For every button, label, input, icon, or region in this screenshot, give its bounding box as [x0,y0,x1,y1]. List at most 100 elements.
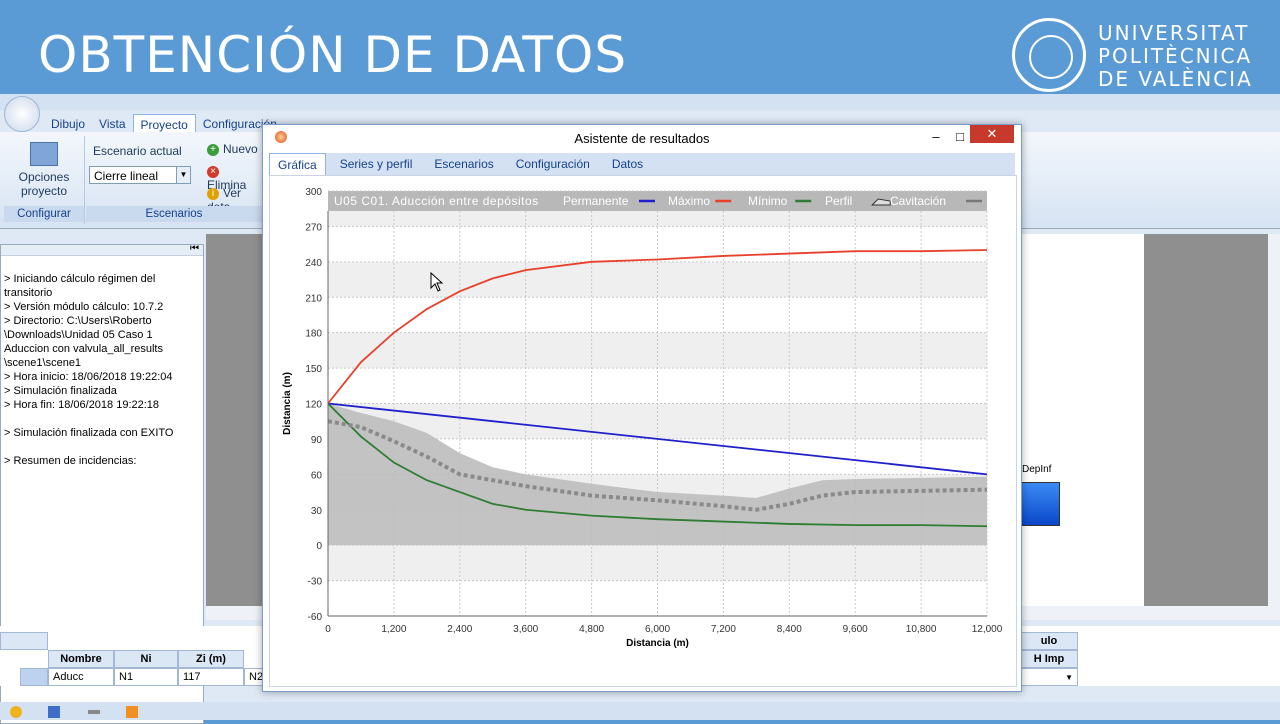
series-cavitacion [327,419,988,512]
valve-icon[interactable] [126,706,138,718]
table-header-h-imp: H Imp [1020,650,1078,668]
app-menu-orb[interactable] [4,96,40,132]
row-selector[interactable] [20,668,48,686]
group-label-escenarios: Escenarios [86,206,262,222]
tab-series-perfil[interactable]: Series y perfil [339,157,413,171]
y-tick-label: 150 [305,364,322,375]
series-minimo [327,402,988,528]
tab-grafica[interactable]: Gráfica [269,153,326,175]
y-axis-label: Distancia (m) [282,372,293,435]
chart-area: U05 C01. Aducción entre depósitos Permane… [269,175,1017,687]
university-line-3: DE VALÈNCIA [1098,67,1253,91]
x-tick-label: 1,200 [381,624,406,635]
legend-label: Máximo [668,194,710,208]
y-tick-label: 210 [305,293,322,304]
y-tick-label: 270 [305,222,322,233]
table-cell[interactable]: N2 [244,668,264,686]
x-tick-label: 8,400 [777,624,802,635]
y-tick-label: 30 [311,506,323,517]
close-icon[interactable]: ✕ [970,125,1014,143]
tab-datos[interactable]: Datos [611,157,644,171]
legend-label: Permanente [563,194,629,208]
plot-band [328,368,987,404]
x-tick-label: 10,800 [906,624,937,635]
dialog-title: Asistente de resultados [574,131,710,146]
tab-configuracion[interactable]: Configuración [515,157,590,171]
collapse-panel-icon[interactable]: ⏮ [190,243,199,254]
results-dialog: Asistente de resultados – □ ✕ Gráfica Se… [262,124,1022,692]
y-tick-label: 0 [316,541,322,552]
dialog-title-bar: Asistente de resultados – □ ✕ [263,125,1021,151]
plus-icon: + [207,143,219,156]
canvas-right [1144,234,1268,606]
nuevo-button[interactable]: + Nuevo [207,142,258,156]
tab-proyecto[interactable]: Proyecto [132,114,196,135]
university-line-2: POLITÈCNICA [1098,44,1253,68]
nuevo-label: Nuevo [223,142,258,156]
legend-label: Cavitación [890,194,946,208]
results-chart: U05 C01. Aducción entre depósitos Permane… [282,187,1003,649]
plot-band [328,332,987,369]
chevron-down-icon[interactable]: ▼ [176,167,190,183]
university-seal-icon [1012,18,1086,92]
tab-vista[interactable]: Vista [99,117,126,131]
minimize-icon[interactable]: – [932,129,940,144]
group-label-configurar: Configurar [4,206,84,222]
info-icon: i [207,187,219,200]
y-tick-label: -60 [308,612,323,623]
y-tick-label: 300 [305,187,322,198]
dialog-tabs: Gráfica Series y perfil Escenarios Confi… [269,153,1015,175]
canvas-white [1020,234,1144,606]
escenario-select[interactable]: Cierre lineal ▼ [89,166,191,184]
chart-header [328,191,987,211]
x-tick-label: 4,800 [579,624,604,635]
status-bar [0,702,1280,720]
chevron-down-icon[interactable]: ▼ [1020,668,1078,686]
x-tick-label: 6,000 [645,624,670,635]
vertical-scrollbar[interactable] [1268,234,1280,606]
x-tick-label: 3,600 [513,624,538,635]
delete-icon: × [207,165,219,178]
log-text: > Iniciando cálculo régimen del transito… [4,273,174,467]
x-tick-label: 2,400 [447,624,472,635]
x-tick-label: 12,000 [972,624,1003,635]
gear-icon[interactable] [30,142,58,166]
x-axis-label: Distancia (m) [626,638,689,649]
x-tick-label: 7,200 [711,624,736,635]
y-tick-label: 90 [311,435,323,446]
y-tick-label: 240 [305,258,322,269]
plot-band [328,580,987,616]
y-tick-label: 180 [305,329,322,340]
escenario-actual-label: Escenario actual [93,144,182,158]
legend-swatch-perfil [870,198,891,206]
table-header-blank [0,632,48,650]
legend-label: Mínimo [748,194,788,208]
slide-title: OBTENCIÓN DE DATOS [38,26,628,84]
university-name: UNIVERSITAT POLITÈCNICA DE VALÈNCIA [1098,22,1253,91]
maximize-icon[interactable]: □ [956,129,964,144]
group-escenarios: Escenario actual Cierre lineal ▼ + Nuevo ×… [86,136,263,224]
table-header-nombre: Nombre [48,650,114,668]
ribbon-tabs: Dibujo Vista Proyecto Configuración [44,114,284,135]
university-line-1: UNIVERSITAT [1098,21,1250,45]
node-icon[interactable] [48,706,60,718]
opciones-proyecto-button[interactable]: Opciones proyecto [18,170,70,198]
table-cell[interactable]: N1 [114,668,178,686]
tab-configuracion[interactable]: Configuración [202,117,277,131]
app-title-bar [0,94,1280,110]
log-panel-header: ⏮ [1,243,203,256]
dep-label: DepInf [1022,464,1052,475]
table-header-group: ulo [1020,632,1078,650]
x-tick-label: 9,600 [843,624,868,635]
chart-title: U05 C01. Aducción entre depósitos [334,194,539,208]
y-tick-label: 60 [311,470,323,481]
table-cell[interactable]: Aducc [48,668,114,686]
tab-escenarios[interactable]: Escenarios [434,157,494,171]
table-cell[interactable]: 117 [178,668,244,686]
series-maximo [327,249,988,405]
pipe-icon[interactable] [88,710,100,714]
legend-label: Perfil [825,194,852,208]
tank-icon[interactable] [1020,482,1060,526]
bulb-icon[interactable] [10,706,22,718]
tab-dibujo[interactable]: Dibujo [51,117,86,131]
